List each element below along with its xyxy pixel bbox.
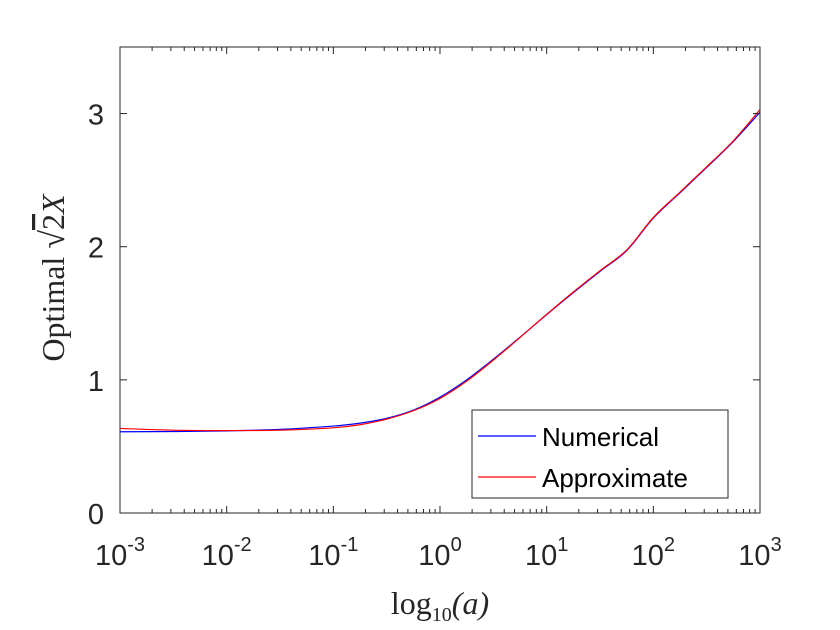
legend-label-numerical: Numerical [542,422,659,452]
y-axis-label-prefix: Optimal [35,249,71,362]
series-line-approximate [119,109,761,432]
series-layer [119,109,761,433]
y-tick-label: 3 [88,100,104,132]
x-tick-label: 10-1 [308,534,358,572]
x-tick-label: 100 [418,534,461,572]
x-axis-label-arg: (a) [452,585,489,621]
x-tick-label: 102 [632,534,675,572]
x-axis-label-func: log [391,585,432,621]
x-tick-label: 10-3 [95,534,145,572]
plot-frame [119,46,761,514]
y-tick-label: 2 [88,233,104,265]
x-axis-label-subscript: 10 [432,604,452,626]
x-axis-label: log10(a) [391,585,489,626]
legend: Numerical Approximate [471,409,729,499]
legend-box [471,409,729,499]
y-tick-label: 1 [88,366,104,398]
y-axis-label-radical: √ [35,230,72,249]
y-axis-label-suffix: X [35,193,71,216]
y-axis-label-root-arg: 2 [35,214,71,230]
legend-label-approximate: Approximate [542,463,688,493]
x-tick-label: 101 [525,534,568,572]
y-tick-label: 0 [88,499,104,531]
tick-labels-layer: 10-3 10-2 10-1 100 101 102 103 0 1 2 3 [88,100,782,572]
x-tick-label: 103 [738,534,781,572]
y-axis-label: Optimal √2X [35,193,72,362]
x-tick-label: 10-2 [202,534,252,572]
svg-text:Optimal √2X: Optimal √2X [35,193,72,362]
